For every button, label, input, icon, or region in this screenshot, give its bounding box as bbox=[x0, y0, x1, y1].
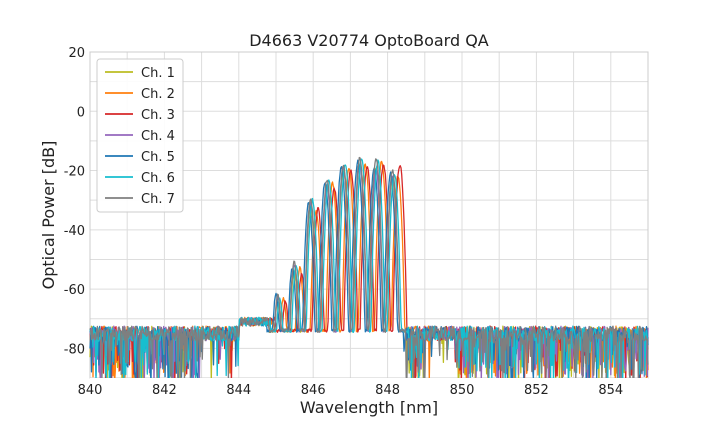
x-tick-label: 840 bbox=[78, 383, 103, 398]
legend-label: Ch. 4 bbox=[141, 129, 175, 144]
legend: Ch. 1 Ch. 2 Ch. 3 Ch. 4 Ch. 5 Ch. 6 Ch. 7 bbox=[96, 58, 184, 213]
legend-box bbox=[96, 58, 184, 213]
legend-label: Ch. 2 bbox=[141, 87, 175, 102]
series-line bbox=[89, 156, 649, 385]
plot-clip-mask bbox=[90, 378, 648, 432]
y-axis-label: Optical Power [dB] bbox=[39, 141, 58, 290]
x-tick-label: 850 bbox=[450, 383, 475, 398]
legend-label: Ch. 5 bbox=[141, 150, 175, 165]
y-tick-label: -80 bbox=[64, 342, 85, 357]
y-tick-label: 0 bbox=[77, 105, 85, 120]
x-tick-label: 846 bbox=[301, 383, 326, 398]
x-tick-label: 852 bbox=[524, 383, 549, 398]
legend-label: Ch. 3 bbox=[141, 108, 175, 123]
y-tick-label: -20 bbox=[64, 165, 85, 180]
grid-lines bbox=[89, 51, 649, 379]
y-tick-label: 20 bbox=[68, 46, 85, 61]
legend-label: Ch. 6 bbox=[141, 171, 175, 186]
x-tick-label: 854 bbox=[598, 383, 623, 398]
x-tick-label: 844 bbox=[226, 383, 251, 398]
x-axis-label: Wavelength [nm] bbox=[300, 398, 438, 417]
series-layer bbox=[89, 156, 649, 432]
legend-label: Ch. 7 bbox=[141, 192, 175, 207]
x-tick-label: 848 bbox=[375, 383, 400, 398]
y-tick-label: -60 bbox=[64, 283, 85, 298]
chart-title: D4663 V20774 OptoBoard QA bbox=[249, 31, 489, 50]
x-tick-label: 842 bbox=[152, 383, 177, 398]
legend-label: Ch. 1 bbox=[141, 66, 175, 81]
tick-labels: 840 842 844 846 848 850 852 854 -80 -60 -40 -20 0 20 bbox=[64, 46, 623, 398]
y-tick-label: -40 bbox=[64, 224, 85, 239]
